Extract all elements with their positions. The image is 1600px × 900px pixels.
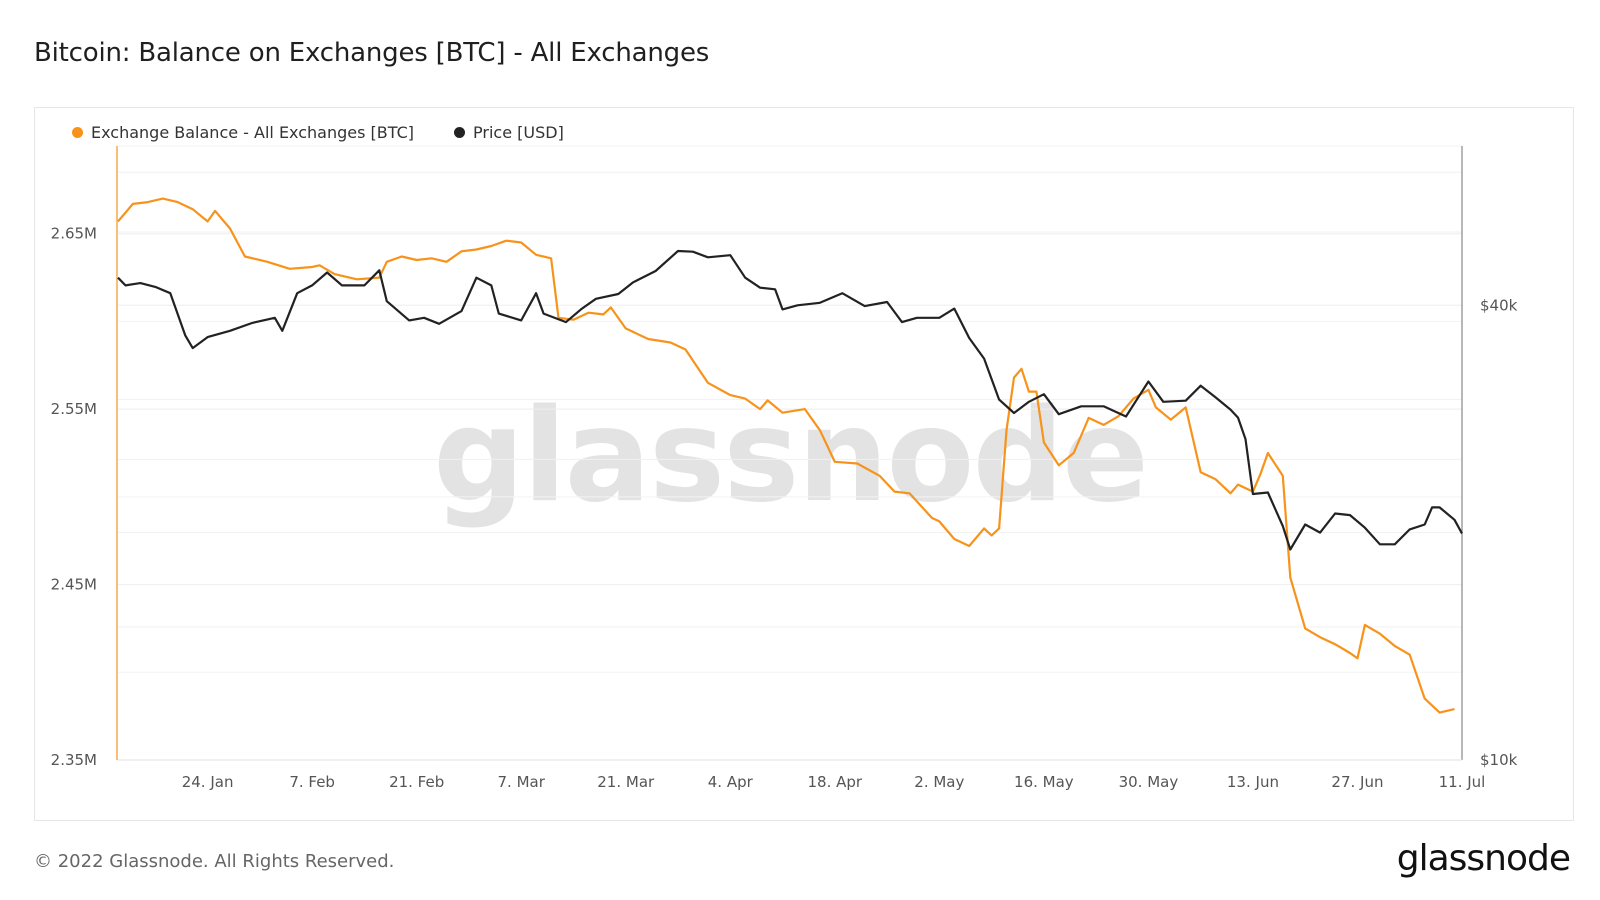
series-lines[interactable]	[117, 197, 1463, 714]
axes	[116, 146, 1463, 761]
x-tick-label: 21. Feb	[389, 773, 444, 791]
legend-label-price: Price [USD]	[473, 123, 564, 142]
series-line-price[interactable]	[117, 249, 1463, 551]
brand-logo: glassnode	[1396, 838, 1571, 879]
y-left-tick-label: 2.65M	[51, 225, 97, 243]
chart-title: Bitcoin: Balance on Exchanges [BTC] - Al…	[34, 38, 710, 68]
x-tick-label: 30. May	[1119, 773, 1179, 791]
y-right-tick-label: $40k	[1480, 296, 1518, 314]
legend-dot-price	[454, 127, 466, 138]
copyright-footer: © 2022 Glassnode. All Rights Reserved.	[34, 851, 395, 872]
legend-item-price[interactable]: Price [USD]	[454, 123, 564, 142]
x-tick-label: 18. Apr	[808, 773, 863, 791]
x-tick-label: 16. May	[1014, 773, 1074, 791]
legend-label-exchange-balance: Exchange Balance - All Exchanges [BTC]	[91, 123, 415, 142]
chart-legend[interactable]: Exchange Balance - All Exchanges [BTC] P…	[72, 123, 564, 142]
x-tick-label: 2. May	[914, 773, 964, 791]
x-tick-label: 4. Apr	[708, 773, 754, 791]
y-right-tick-label: $10k	[1480, 751, 1518, 769]
legend-dot-exchange-balance	[72, 127, 83, 138]
tick-labels: 2.35M 2.45M 2.55M 2.65M $10k $40k 24. Jan 7. Fe…	[51, 225, 1518, 791]
x-tick-label: 7. Mar	[498, 773, 546, 791]
y-left-tick-label: 2.55M	[51, 400, 97, 418]
x-tick-label: 13. Jun	[1227, 773, 1279, 791]
chart-frame	[34, 107, 1574, 821]
legend-item-exchange-balance[interactable]: Exchange Balance - All Exchanges [BTC]	[72, 123, 414, 142]
x-tick-label: 11. Jul	[1439, 773, 1486, 791]
y-left-tick-label: 2.45M	[51, 576, 97, 594]
x-tick-label: 27. Jun	[1331, 773, 1383, 791]
x-tick-label: 21. Mar	[597, 773, 655, 791]
y-left-tick-label: 2.35M	[51, 751, 97, 769]
watermark: glassnode	[433, 382, 1147, 531]
x-tick-label: 24. Jan	[182, 773, 234, 791]
x-tick-label: 7. Feb	[289, 773, 335, 791]
